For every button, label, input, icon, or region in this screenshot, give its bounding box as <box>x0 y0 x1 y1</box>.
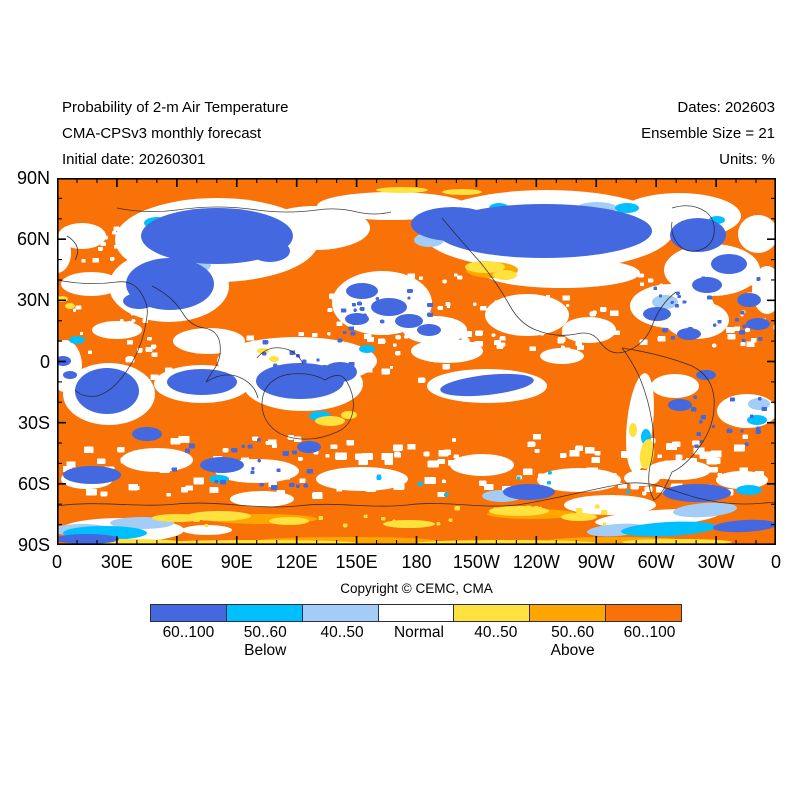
legend-label: Normal <box>393 624 444 641</box>
legend-spacer <box>304 642 381 660</box>
copyright: Copyright © CEMC, CMA <box>340 581 493 596</box>
legend-swatch-above-60--100 <box>605 604 682 622</box>
legend-swatch-normal-Normal <box>377 604 455 622</box>
title-block: Probability of 2-m Air Temperature CMA-C… <box>62 95 289 173</box>
legend-spacer <box>150 642 227 660</box>
legend-label: 40..50 <box>320 624 364 641</box>
map-frame <box>57 178 776 545</box>
legend-below-label: Below <box>244 642 287 659</box>
plot-title: Probability of 2-m Air Temperature <box>62 99 289 116</box>
x-axis-label: 60E <box>160 552 193 572</box>
y-axis-label: 90S <box>17 535 50 555</box>
x-axis-label: 60W <box>637 552 675 572</box>
legend-labels: 60..100 50..60 40..50 Normal 40..50 50..60 60.… <box>150 624 689 642</box>
legend-label: 50..60 <box>243 624 287 641</box>
y-axis-label: 60N <box>16 229 50 250</box>
y-axis-label: 30N <box>16 290 50 311</box>
x-axis-label: 180 <box>401 552 432 572</box>
info-block: Dates: 202603 Ensemble Size = 21 Units: … <box>641 95 775 173</box>
legend-spacer <box>381 642 458 660</box>
dates-label: Dates: 202603 <box>677 99 775 116</box>
x-axis-label: 90W <box>577 552 615 572</box>
x-axis-label: 0 <box>51 552 62 572</box>
legend-label: 60..100 <box>162 624 215 641</box>
x-axis-label: 90E <box>220 552 253 572</box>
y-axis-label: 60S <box>17 473 50 494</box>
x-axis-label: 150E <box>335 552 378 572</box>
legend-label: 50..60 <box>551 624 595 641</box>
units-label: Units: % <box>719 151 775 168</box>
x-axis-label: 150W <box>452 552 500 572</box>
legend-swatch-below-40--50 <box>301 604 379 622</box>
legend-side-labels: Below Above <box>150 642 689 660</box>
legend-swatch-below-60--100 <box>150 604 227 622</box>
legend-swatch-above-50--60 <box>529 604 607 622</box>
x-axis-label: 120E <box>275 552 318 572</box>
coastlines <box>57 205 776 508</box>
legend-spacer <box>457 642 534 660</box>
initial-date-label: Initial date: 20260301 <box>62 151 206 168</box>
legend-above-label: Above <box>550 642 595 659</box>
legend-swatch-below-50--60 <box>225 604 303 622</box>
y-axis-label: 30S <box>17 412 50 433</box>
world-probability-map <box>57 178 776 545</box>
legend-color-bar <box>150 604 689 622</box>
legend-label: 60..100 <box>623 624 676 641</box>
x-axis-label: 30E <box>100 552 133 572</box>
y-axis-label: 0 <box>39 351 50 372</box>
plot-subtitle: CMA-CPSv3 monthly forecast <box>62 125 262 142</box>
y-axis-label: 90N <box>16 168 50 188</box>
x-axis-label: 120W <box>512 552 560 572</box>
legend: 60..100 50..60 40..50 Normal 40..50 50..60 60.… <box>150 604 689 660</box>
legend-spacer <box>611 642 688 660</box>
x-axis-label: 0 <box>770 552 781 572</box>
ensemble-size-label: Ensemble Size = 21 <box>641 125 775 142</box>
x-axis-label: 30W <box>697 552 735 572</box>
legend-swatch-above-40--50 <box>453 604 531 622</box>
legend-label: 40..50 <box>474 624 518 641</box>
map-plot <box>57 178 776 545</box>
